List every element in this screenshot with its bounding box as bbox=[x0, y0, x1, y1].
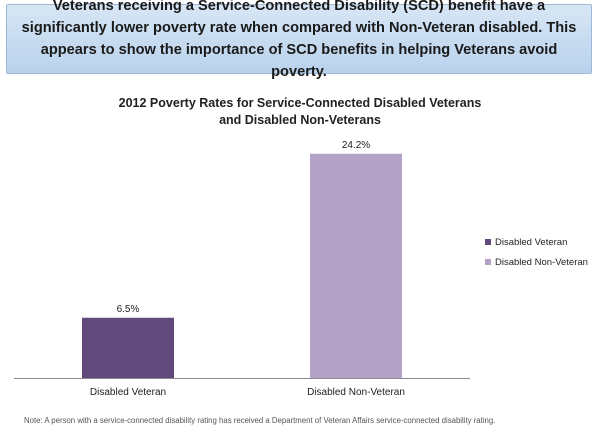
legend-item-disabled-veteran: Disabled Veteran bbox=[485, 236, 588, 248]
chart-title-line-2: and Disabled Non-Veterans bbox=[219, 113, 381, 127]
legend-label-disabled-veteran: Disabled Veteran bbox=[495, 236, 568, 248]
category-label-disabled-non-veteran: Disabled Non-Veteran bbox=[307, 387, 405, 398]
legend-label-disabled-non-veteran: Disabled Non-Veteran bbox=[495, 256, 588, 268]
headline-banner: Veterans receiving a Service-Connected D… bbox=[6, 0, 592, 80]
bar-disabled-veteran bbox=[82, 317, 174, 378]
category-label-disabled-veteran: Disabled Veteran bbox=[90, 387, 166, 398]
data-label-disabled-veteran: 6.5% bbox=[117, 304, 140, 315]
chart-legend: Disabled Veteran Disabled Non-Veteran bbox=[485, 236, 588, 276]
legend-swatch-disabled-veteran bbox=[485, 239, 491, 245]
legend-item-disabled-non-veteran: Disabled Non-Veteran bbox=[485, 256, 588, 268]
bar-disabled-non-veteran bbox=[310, 153, 402, 378]
legend-swatch-disabled-non-veteran bbox=[485, 259, 491, 265]
chart-title-line-1: 2012 Poverty Rates for Service-Connected… bbox=[118, 96, 482, 110]
headline-text: Veterans receiving a Service-Connected D… bbox=[21, 0, 577, 80]
chart-title: 2012 Poverty Rates for Service-Connected… bbox=[0, 95, 600, 129]
data-label-disabled-non-veteran: 24.2% bbox=[342, 140, 370, 151]
footnote: Note: A person with a service-connected … bbox=[24, 416, 496, 425]
